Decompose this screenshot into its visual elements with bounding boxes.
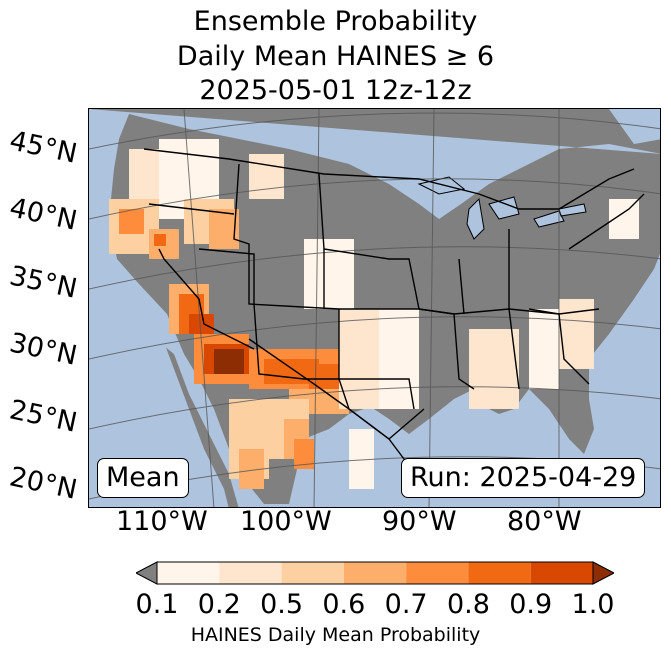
probability-map: [88, 108, 661, 508]
lon-label-90: 90°W: [382, 506, 457, 537]
colorbar-segment: [157, 562, 220, 584]
lat-label-40: 40°N: [6, 192, 80, 237]
pacific: [89, 189, 229, 507]
colorbar-tick-label: 0.1: [135, 589, 179, 620]
colorbar-tick-label: 0.2: [197, 589, 241, 620]
colorbar-segment: [468, 562, 531, 584]
statistic-label-box: Mean: [97, 458, 189, 498]
atlantic: [594, 272, 660, 507]
colorbar-segment: [219, 562, 282, 584]
colorbar-tick-label: 0.9: [509, 589, 553, 620]
colorbar-segment: [281, 562, 344, 584]
lat-label-25: 25°N: [6, 394, 80, 439]
colorbar: [136, 561, 614, 585]
boundaries: [143, 148, 645, 480]
title-line-1: Ensemble Probability: [193, 6, 478, 37]
lat-label-45: 45°N: [6, 125, 80, 170]
colorbar-tick-label: 1.0: [571, 589, 615, 620]
colorbar-tick-label: 0.8: [446, 589, 490, 620]
colorbar-over-arrow: [592, 561, 614, 585]
lon-label-110: 110°W: [116, 506, 208, 537]
lon-label-80: 80°W: [507, 506, 582, 537]
graticule: [89, 109, 660, 507]
colorbar-tick-label: 0.5: [260, 589, 304, 620]
hudson-bay-water: [609, 109, 660, 144]
run-date-box: Run: 2025-04-29: [401, 458, 646, 498]
title-line-3: 2025-05-01 12z-12z: [199, 75, 472, 106]
lon-label-100: 100°W: [240, 506, 332, 537]
lat-label-20: 20°N: [6, 461, 80, 506]
colorbar-under-arrow: [136, 561, 158, 585]
colorbar-tick-label: 0.6: [322, 589, 366, 620]
colorbar-tick-label: 0.7: [384, 589, 428, 620]
colorbar-label: HAINES Daily Mean Probability: [190, 624, 481, 646]
lat-label-30: 30°N: [6, 327, 80, 372]
title-line-2: Daily Mean HAINES ≥ 6: [176, 41, 495, 72]
colorbar-segment: [406, 562, 469, 584]
colorbar-segment: [530, 562, 593, 584]
great-lakes: [417, 176, 587, 240]
lat-label-35: 35°N: [6, 260, 80, 305]
colorbar-segment: [343, 562, 407, 584]
